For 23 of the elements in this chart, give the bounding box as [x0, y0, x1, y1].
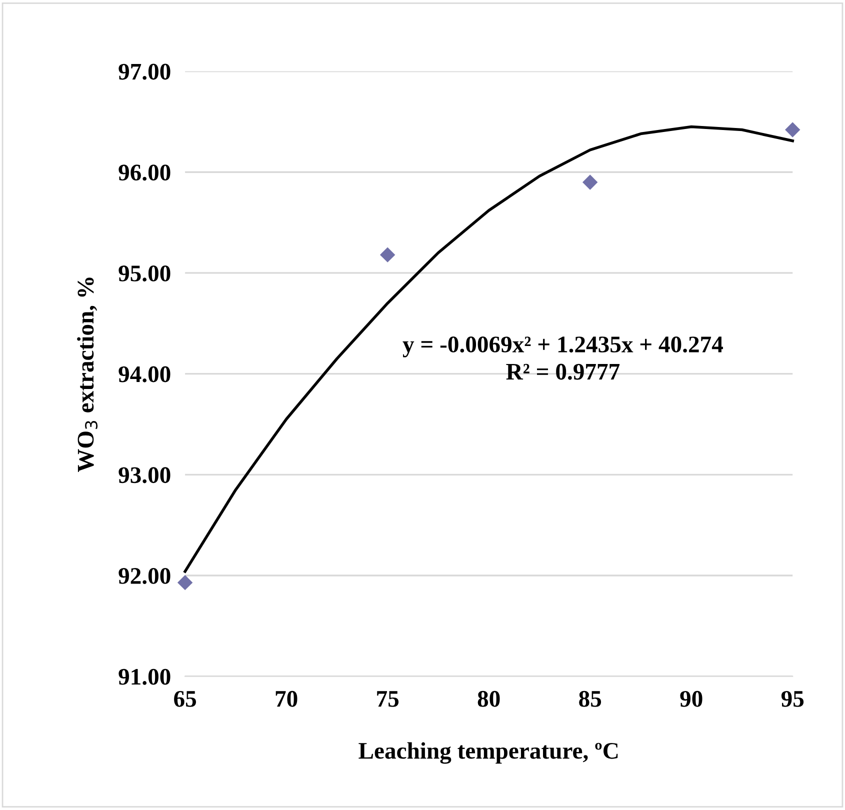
y-tick-label: 92.00 — [118, 568, 170, 584]
y-tick-label: 96.00 — [118, 164, 170, 181]
line-series — [184, 125, 794, 573]
point — [177, 574, 193, 590]
x-axis-title: Leaching temperature, ºC — [358, 742, 618, 764]
y-tick-label: 93.00 — [118, 467, 170, 484]
point — [785, 122, 800, 138]
x-tick-label: 65 — [174, 690, 196, 707]
x-tick-label: 95 — [781, 690, 804, 707]
y-tick-label: 97.00 — [118, 64, 170, 80]
x-tick-label: 85 — [579, 690, 602, 707]
y-tick-label: 95.00 — [118, 265, 170, 282]
annotation: y = -0.0069x² + 1.2435x + 40.274 — [402, 336, 723, 358]
y-tick-label: 91.00 — [118, 668, 170, 685]
point — [582, 174, 598, 190]
y-axis-title: WO$_{3}$ extraction, % — [77, 278, 98, 472]
x-tick-label: 90 — [680, 690, 702, 707]
x-tick-label: 80 — [478, 690, 500, 707]
annotation: R² = 0.9777 — [506, 364, 620, 380]
y-tick-label: 94.00 — [118, 366, 170, 382]
point — [380, 247, 396, 262]
x-tick-label: 75 — [377, 691, 399, 707]
x-tick-label: 70 — [276, 690, 298, 707]
